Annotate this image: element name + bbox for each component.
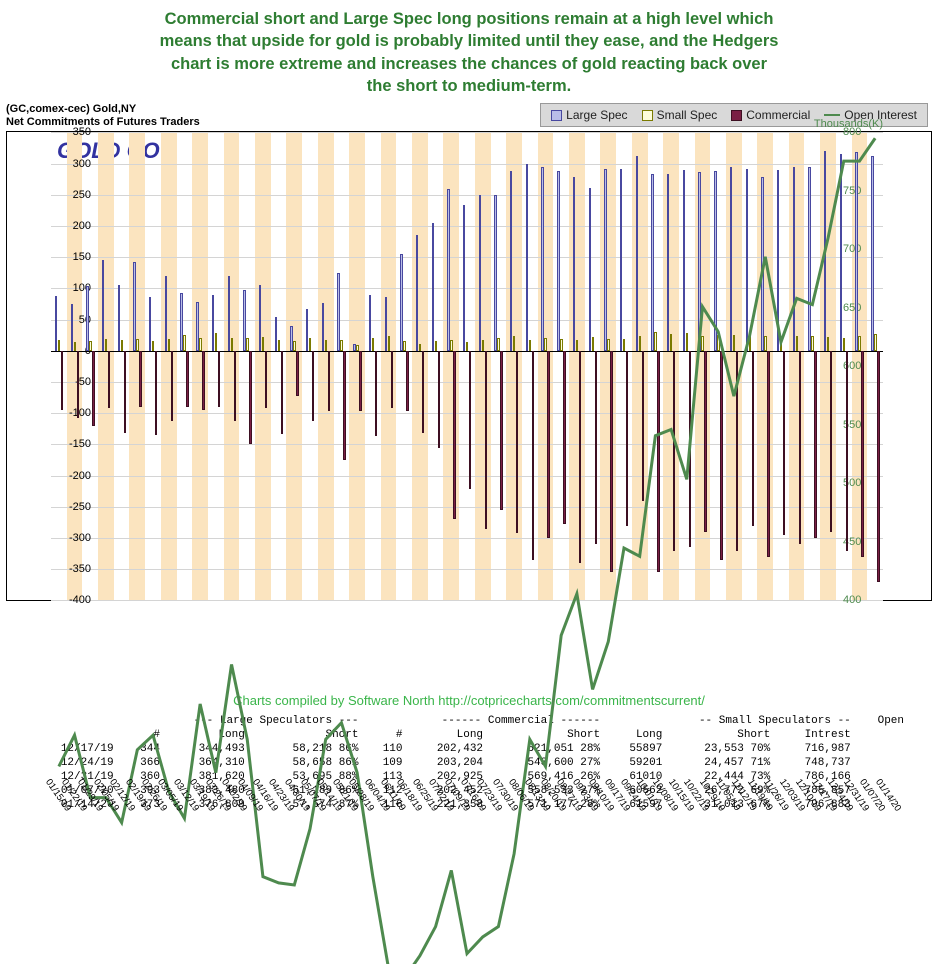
- chart-subtitle: (GC,comex-cec) Gold,NY Net Commitments o…: [6, 103, 200, 129]
- plot-area: -400 -350 -300 -250 -200 -150 -100 -50 0 50 100 150…: [51, 132, 883, 600]
- open-interest-line-icon: [824, 114, 840, 116]
- legend-item-small-spec: Small Spec: [642, 108, 718, 122]
- page-title: Commercial short and Large Spec long pos…: [0, 0, 938, 101]
- small-spec-swatch-icon: [642, 110, 653, 121]
- cot-chart: Thousands(K) GOLD COT -400 -350 -300 -250 -2…: [6, 131, 932, 601]
- legend-item-large-spec: Large Spec: [551, 108, 627, 122]
- commercial-swatch-icon: [731, 110, 742, 121]
- x-axis-labels: 01/15/19 01/22/19 01/29/19 02/05/19 02/12/19…: [44, 775, 890, 855]
- legend-item-commercial: Commercial: [731, 108, 810, 122]
- large-spec-swatch-icon: [551, 110, 562, 121]
